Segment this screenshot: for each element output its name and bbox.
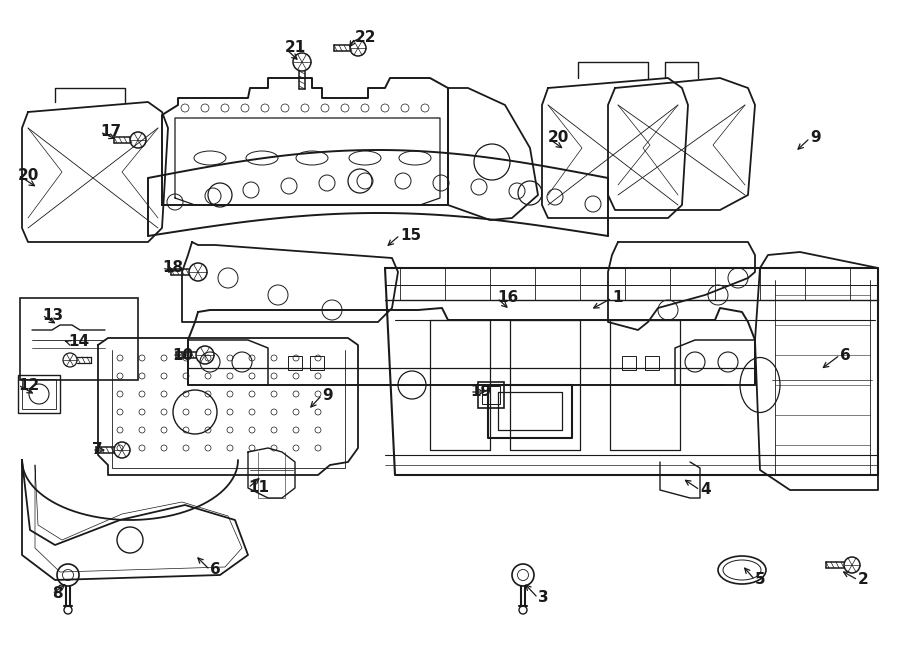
Text: 8: 8 — [52, 586, 63, 602]
Text: 6: 6 — [210, 563, 220, 578]
Bar — [478, 382, 504, 408]
Text: 3: 3 — [538, 590, 549, 605]
Text: 12: 12 — [18, 377, 40, 393]
Text: 14: 14 — [68, 334, 89, 350]
Text: 1: 1 — [612, 290, 623, 305]
Text: 16: 16 — [497, 290, 518, 305]
Text: 9: 9 — [810, 130, 821, 145]
Text: 10: 10 — [172, 348, 194, 362]
Text: 22: 22 — [355, 30, 376, 46]
Text: 20: 20 — [548, 130, 570, 145]
Text: 7: 7 — [92, 442, 103, 457]
Text: 15: 15 — [400, 227, 421, 243]
Bar — [20, 298, 138, 380]
Bar — [482, 386, 500, 404]
Text: 2: 2 — [858, 572, 868, 588]
Bar — [288, 356, 302, 370]
Text: 9: 9 — [322, 387, 333, 403]
Text: 19: 19 — [470, 385, 491, 399]
Text: 4: 4 — [700, 483, 711, 498]
Text: 13: 13 — [42, 307, 63, 323]
Text: 20: 20 — [18, 167, 40, 182]
Text: 17: 17 — [100, 124, 122, 139]
Text: 6: 6 — [840, 348, 850, 362]
Text: 5: 5 — [755, 572, 766, 588]
Bar — [645, 356, 659, 370]
Text: 21: 21 — [285, 40, 306, 56]
Bar — [18, 375, 60, 413]
Bar — [310, 356, 324, 370]
Text: 11: 11 — [248, 481, 269, 496]
Text: 18: 18 — [162, 260, 183, 276]
Bar — [22, 379, 56, 409]
Bar — [622, 356, 636, 370]
